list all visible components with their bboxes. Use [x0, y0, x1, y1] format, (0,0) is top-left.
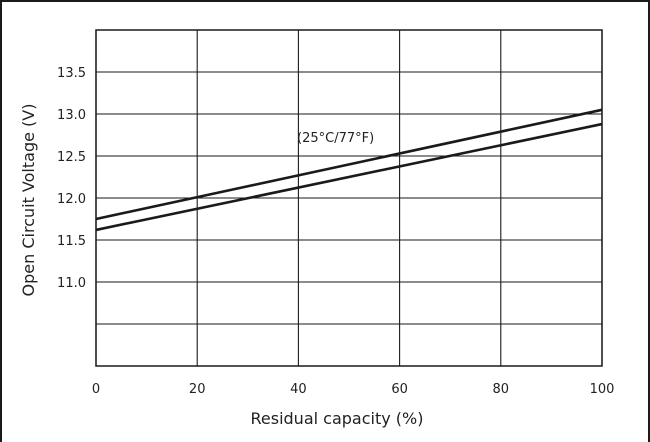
y-tick-label: 11.0 [57, 276, 86, 291]
x-tick-label: 20 [189, 382, 206, 397]
grid-lines [95, 30, 603, 366]
series-line-1 [95, 108, 603, 221]
plot-area [95, 29, 603, 367]
y-tick-label: 11.5 [57, 234, 86, 249]
y-tick-label: 13.0 [57, 108, 86, 123]
x-axis-title: Residual capacity (%) [251, 409, 424, 428]
temperature-annotation: (25°C/77°F) [297, 131, 374, 146]
x-tick-label: 0 [92, 382, 100, 397]
series-line-2 [95, 122, 603, 232]
y-tick-label: 12.5 [57, 150, 86, 165]
x-tick-label: 80 [493, 382, 510, 397]
x-tick-label: 40 [290, 382, 307, 397]
y-axis-title: Open Circuit Voltage (V) [19, 104, 38, 297]
x-tick-label: 60 [391, 382, 408, 397]
y-tick-labels: 13.5 13.0 12.5 12.0 11.5 11.0 [57, 66, 86, 291]
x-tick-labels: 0 20 40 60 80 100 [92, 382, 615, 397]
y-tick-label: 12.0 [57, 192, 86, 207]
x-tick-label: 100 [590, 382, 615, 397]
y-tick-label: 13.5 [57, 66, 86, 81]
series-group [95, 108, 603, 232]
